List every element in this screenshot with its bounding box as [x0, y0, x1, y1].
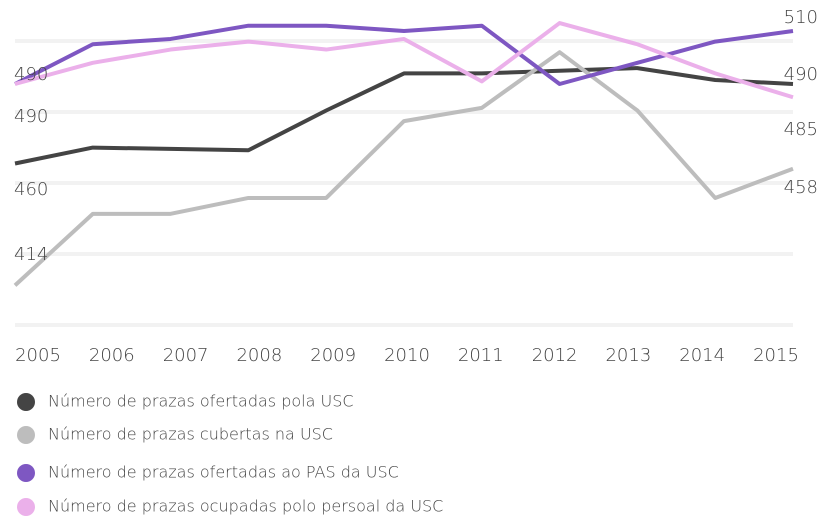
- start-value-label: 460: [14, 179, 48, 200]
- legend-marker: [17, 498, 35, 516]
- end-value-label: 510: [784, 7, 818, 28]
- x-tick-label: 2014: [679, 345, 725, 366]
- x-tick-label: 2011: [458, 345, 504, 366]
- start-value-label: 490: [14, 106, 48, 127]
- legend-label: Número de prazas ocupadas polo persoal d…: [48, 497, 443, 516]
- x-tick-label: 2007: [163, 345, 209, 366]
- end-value-label: 490: [784, 64, 818, 85]
- legend-marker: [17, 426, 35, 444]
- background-bands: [15, 39, 793, 327]
- series-line: [14, 66, 794, 166]
- start-value-label: 414: [14, 244, 48, 265]
- x-tick-label: 2015: [753, 345, 799, 366]
- legend-label: Número de prazas cubertas na USC: [48, 425, 333, 444]
- end-value-label: 485: [784, 119, 818, 140]
- series-line: [14, 21, 794, 100]
- x-tick-label: 2013: [605, 345, 651, 366]
- legend-marker: [17, 393, 35, 411]
- series-line: [13, 50, 794, 287]
- end-value-label: 458: [784, 177, 818, 198]
- legend-label: Número de prazas ofertadas ao PAS da USC: [48, 463, 399, 482]
- legend-label: Número de prazas ofertadas pola USC: [48, 392, 354, 411]
- x-tick-label: 2006: [89, 345, 135, 366]
- x-tick-label: 2012: [532, 345, 578, 366]
- x-tick-label: 2009: [310, 345, 356, 366]
- legend-marker: [17, 464, 35, 482]
- x-tick-label: 2005: [15, 345, 61, 366]
- x-tick-label: 2010: [384, 345, 430, 366]
- x-tick-label: 2008: [236, 345, 282, 366]
- start-value-label: 490: [14, 64, 48, 85]
